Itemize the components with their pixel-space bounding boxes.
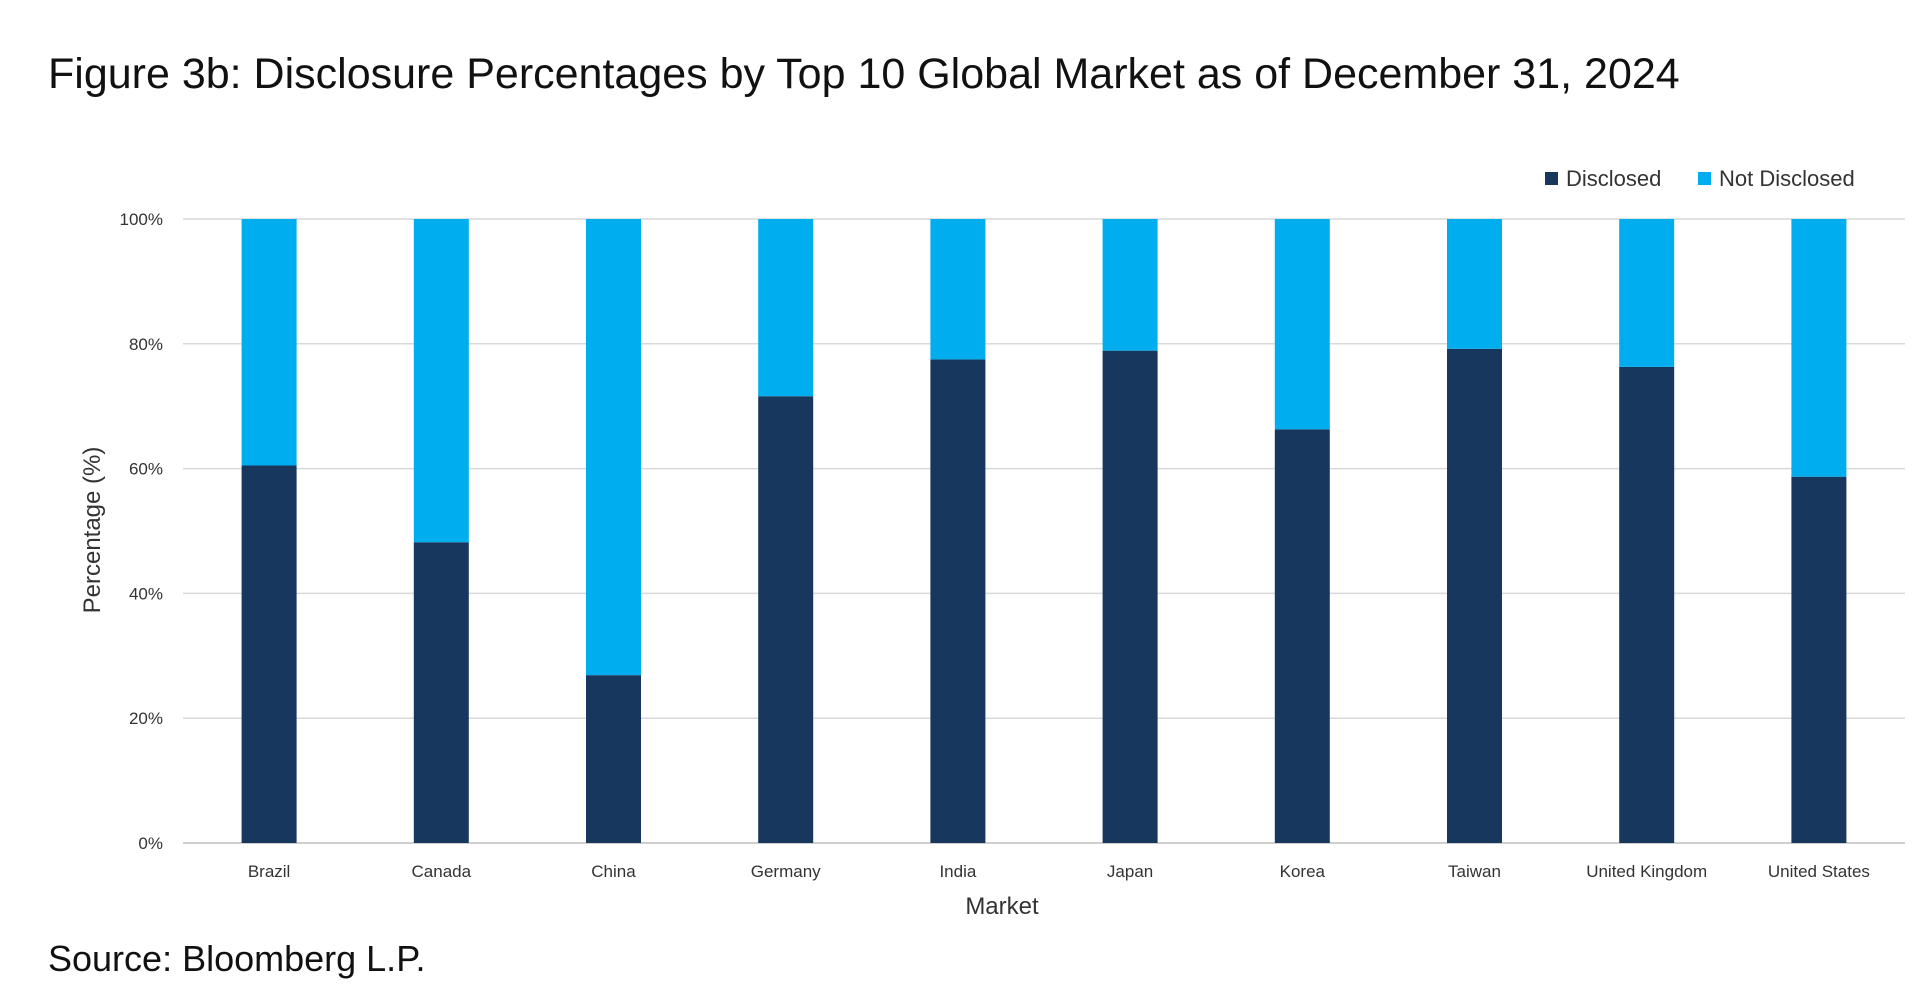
y-tick-label: 40% <box>129 584 163 603</box>
legend-label-not-disclosed: Not Disclosed <box>1719 166 1855 191</box>
x-axis-ticks: Brazil Canada China Germany India Japan Korea T… <box>248 862 1870 881</box>
legend-swatch-disclosed <box>1545 172 1558 185</box>
source-note: Source: Bloomberg L.P. <box>48 938 426 979</box>
bar-not-disclosed <box>1102 219 1158 351</box>
bar-disclosed <box>1619 366 1675 843</box>
x-tick-label: Germany <box>751 862 821 881</box>
bar-not-disclosed <box>758 219 814 397</box>
bar-disclosed <box>413 542 469 843</box>
y-tick-label: 100% <box>120 210 163 229</box>
bar-disclosed <box>586 675 641 843</box>
bar-not-disclosed <box>1791 219 1847 477</box>
y-tick-label: 20% <box>129 709 163 728</box>
chart-title: Figure 3b: Disclosure Percentages by Top… <box>48 50 1680 98</box>
bar-not-disclosed <box>586 219 641 676</box>
x-tick-label: India <box>939 862 976 881</box>
bar-disclosed <box>930 359 986 843</box>
bar-disclosed <box>241 465 297 843</box>
y-axis-title: Percentage (%) <box>79 447 106 614</box>
bar-not-disclosed <box>413 219 469 543</box>
bar-disclosed <box>758 396 814 843</box>
legend-swatch-not-disclosed <box>1698 172 1711 185</box>
bars <box>241 219 1847 843</box>
x-tick-label: Japan <box>1107 862 1153 881</box>
x-tick-label: United Kingdom <box>1586 862 1707 881</box>
gridlines <box>183 218 1905 844</box>
bar-disclosed <box>1102 350 1158 843</box>
bar-disclosed <box>1791 476 1847 843</box>
bar-disclosed <box>1447 348 1502 843</box>
y-tick-label: 80% <box>129 335 163 354</box>
x-tick-label: Taiwan <box>1448 862 1501 881</box>
x-tick-label: United States <box>1768 862 1870 881</box>
bar-not-disclosed <box>241 219 297 466</box>
x-tick-label: Brazil <box>248 862 291 881</box>
bar-disclosed <box>1274 429 1330 843</box>
legend: Disclosed Not Disclosed <box>1545 166 1855 191</box>
x-tick-label: Korea <box>1280 862 1326 881</box>
bar-not-disclosed <box>930 219 986 360</box>
x-axis-title: Market <box>965 893 1039 920</box>
bar-not-disclosed <box>1447 219 1502 349</box>
legend-label-disclosed: Disclosed <box>1566 166 1661 191</box>
y-axis-ticks: 0% 20% 40% 60% 80% 100% <box>120 210 163 853</box>
bar-not-disclosed <box>1619 219 1675 367</box>
x-tick-label: China <box>591 862 636 881</box>
y-tick-label: 60% <box>129 460 163 479</box>
bar-not-disclosed <box>1274 219 1330 430</box>
y-tick-label: 0% <box>138 834 163 853</box>
x-tick-label: Canada <box>412 862 472 881</box>
